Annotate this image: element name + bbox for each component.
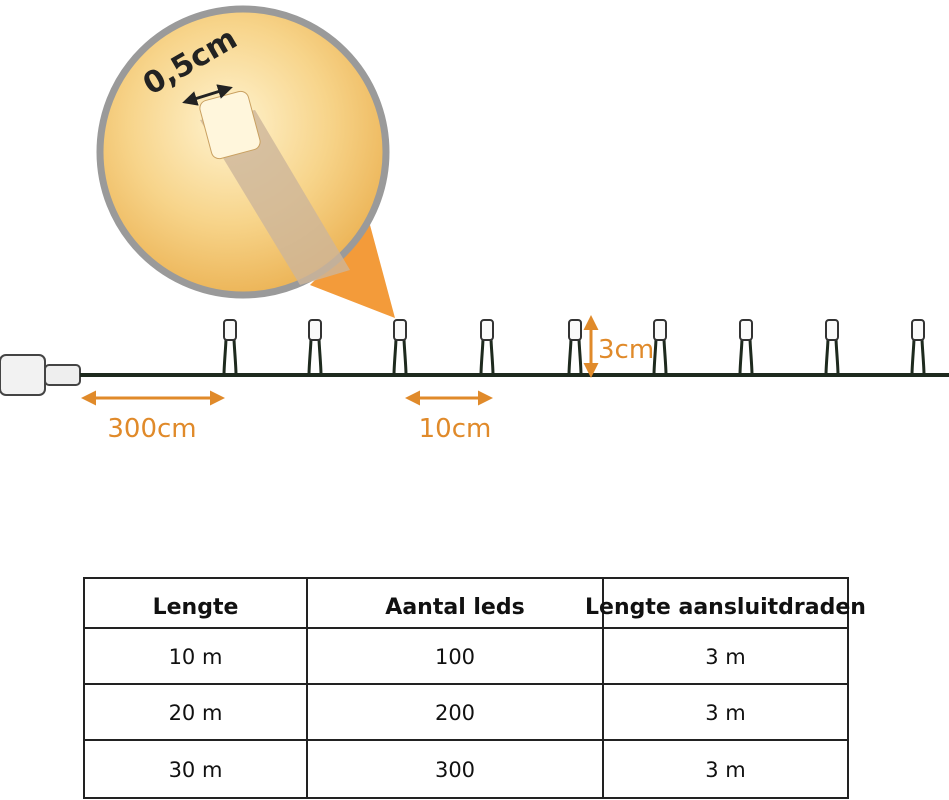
led-wire — [479, 337, 495, 376]
table-cell: 30 m — [169, 758, 223, 782]
table-cell: 300 — [435, 758, 475, 782]
led-wire — [392, 337, 408, 376]
led-wire — [307, 337, 323, 376]
led-wire — [738, 337, 754, 376]
led — [308, 319, 322, 341]
table-cell: 100 — [435, 645, 475, 669]
table-cell: 3 m — [705, 701, 746, 725]
led — [568, 319, 582, 341]
led — [825, 319, 839, 341]
table-cell: 3 m — [705, 758, 746, 782]
table-header: Lengte — [153, 595, 239, 620]
led — [911, 319, 925, 341]
table-cell: 200 — [435, 701, 475, 725]
led — [480, 319, 494, 341]
led-string — [222, 319, 926, 376]
connector — [0, 354, 46, 396]
spacing-label: 10cm — [419, 414, 492, 444]
table-border — [83, 577, 849, 799]
led-wire — [910, 337, 926, 376]
connector-tip — [44, 364, 81, 386]
size-arrow — [182, 84, 233, 106]
table-cell: 20 m — [169, 701, 223, 725]
table-cell: 3 m — [705, 645, 746, 669]
callout-pointer — [310, 225, 395, 318]
led — [393, 319, 407, 341]
lead-label: 300cm — [107, 414, 196, 444]
height-label: 3cm — [598, 335, 654, 365]
led-wire — [222, 337, 238, 376]
led — [653, 319, 667, 341]
led — [739, 319, 753, 341]
led-wire — [824, 337, 840, 376]
table-cell: 10 m — [169, 645, 223, 669]
table-header: Lengte aansluitdraden — [585, 595, 866, 620]
led-wire — [652, 337, 668, 376]
spec-table: Lengte Aantal leds Lengte aansluitdraden 10… — [83, 577, 866, 799]
led-wire — [567, 337, 583, 376]
led — [223, 319, 237, 341]
table-header: Aantal leds — [385, 595, 524, 620]
